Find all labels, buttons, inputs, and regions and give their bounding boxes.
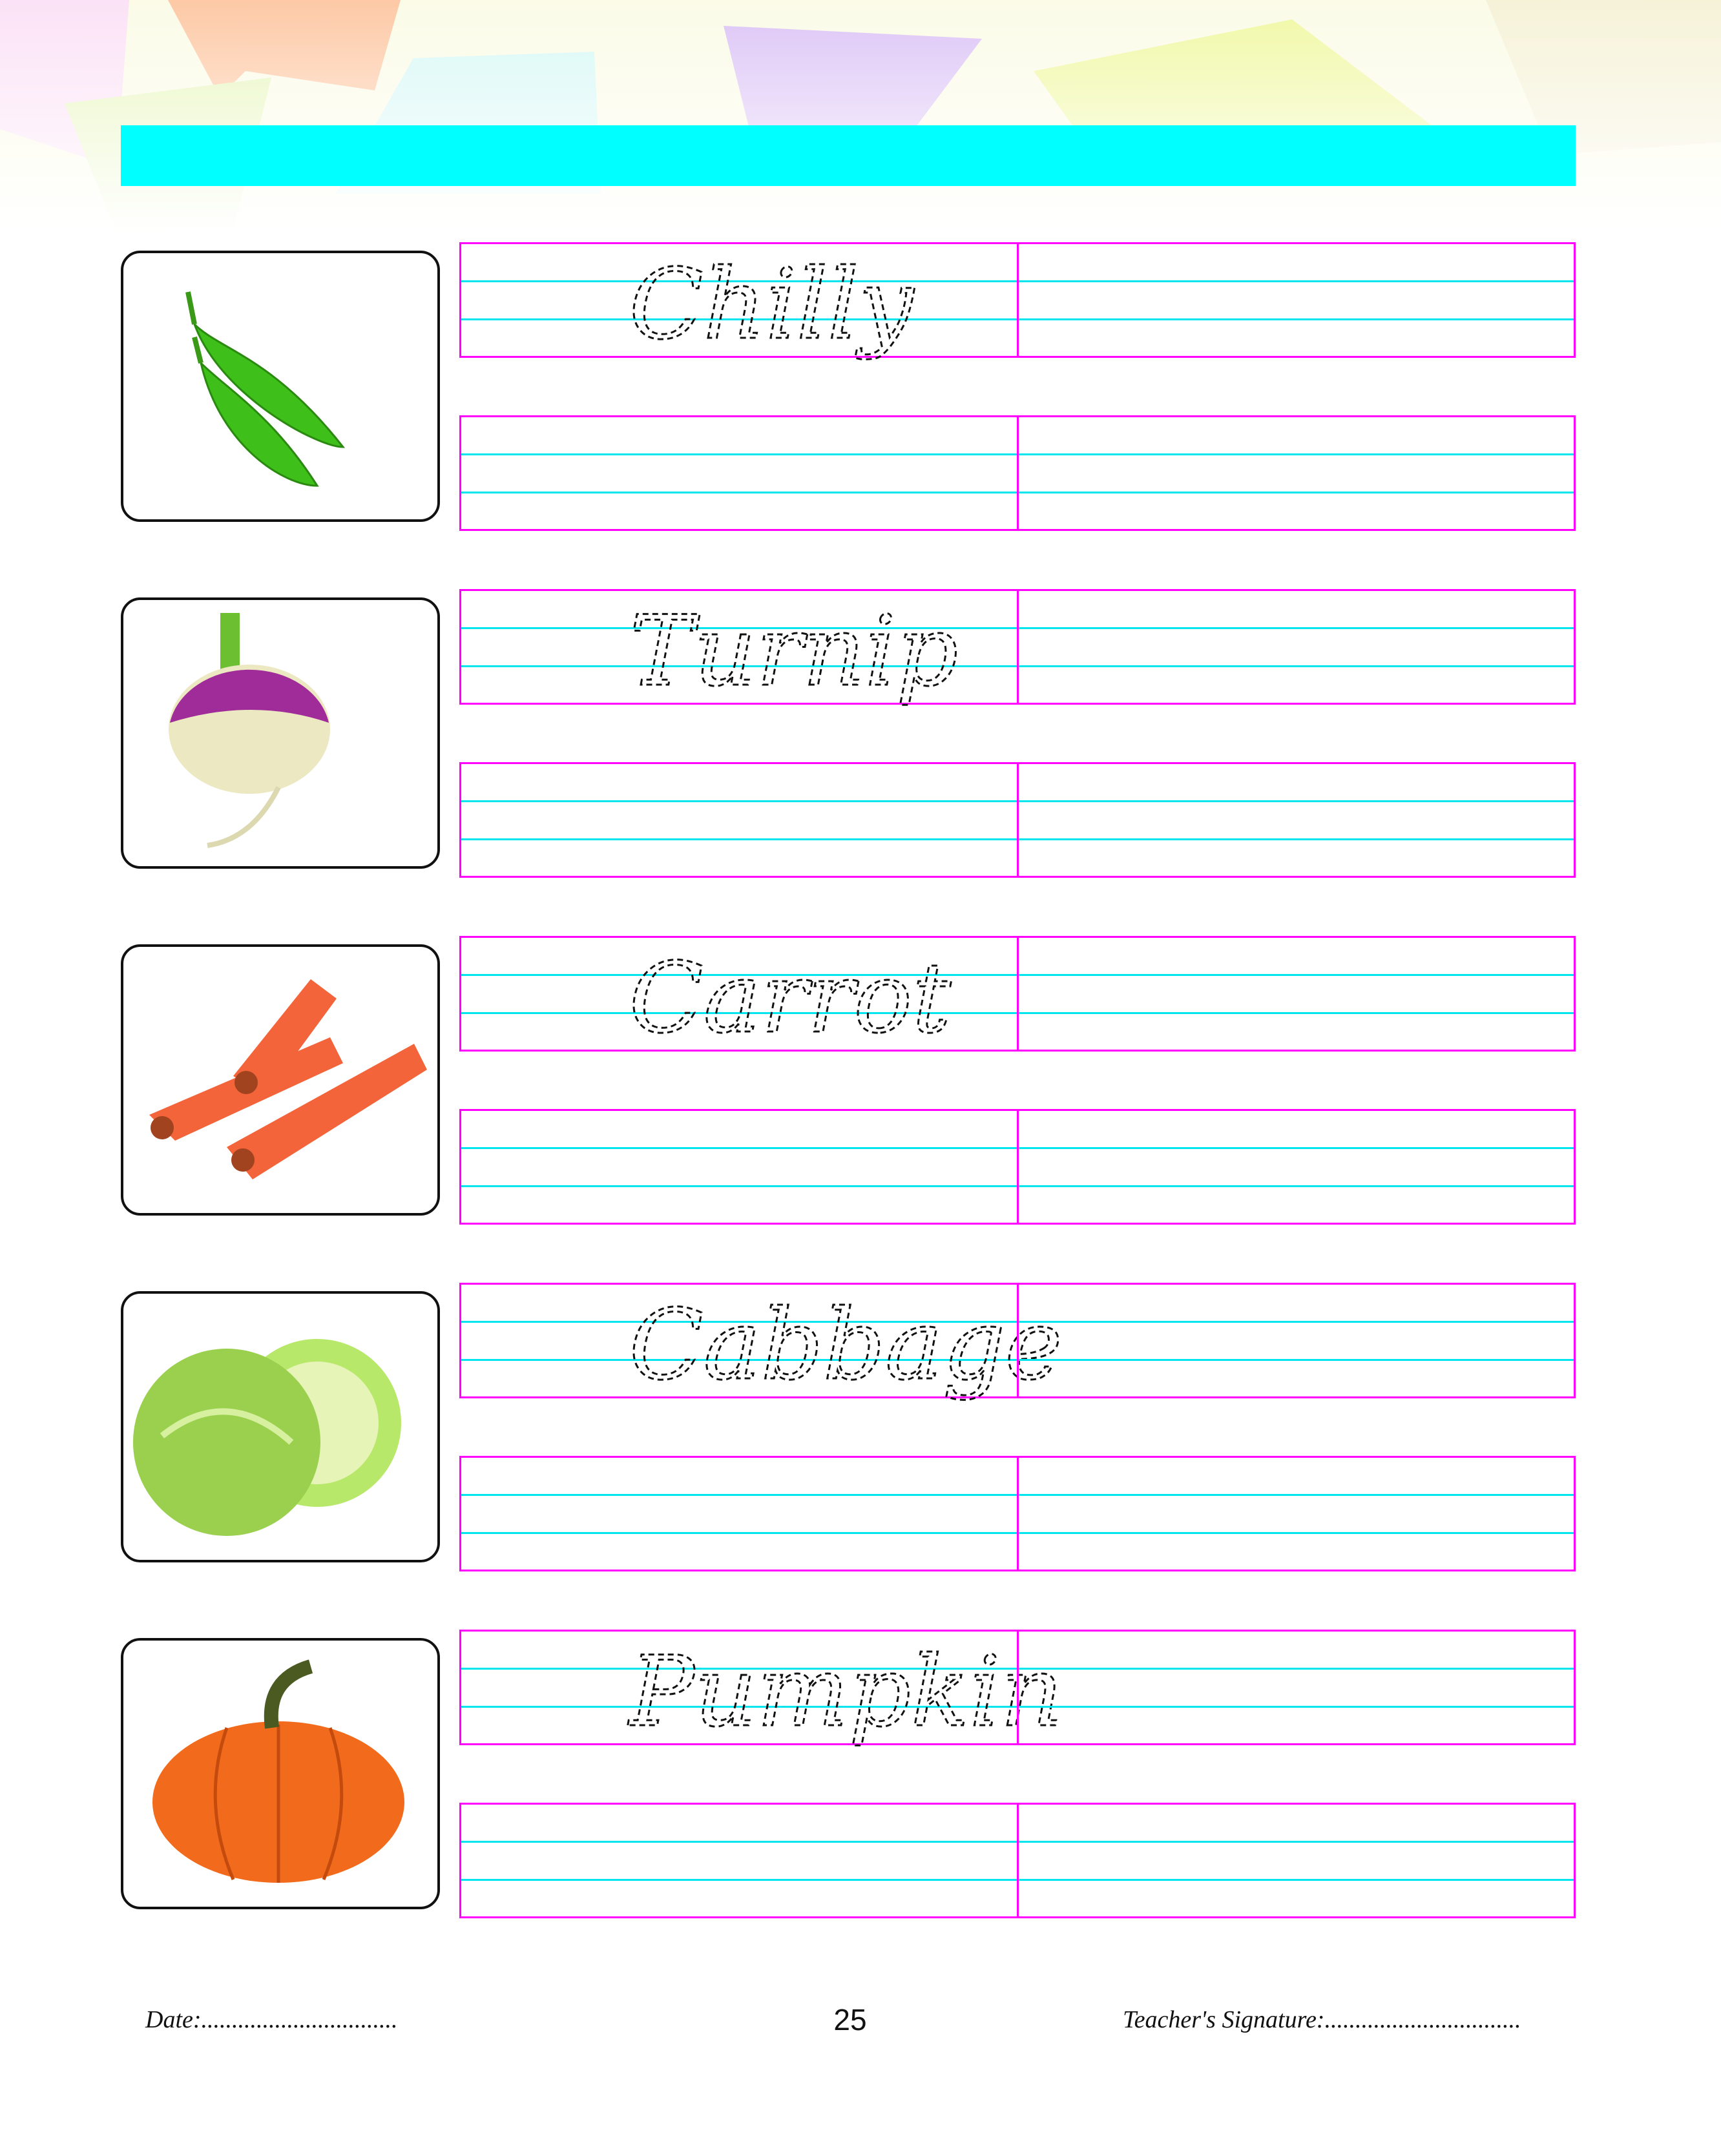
title-banner [121,125,1576,186]
dotted-cursive-word: Carrot [629,942,953,1056]
writing-cell[interactable] [1017,1630,1576,1745]
vocab-item-cabbage: Cabbage [0,1283,1721,1573]
writing-cell[interactable] [459,1456,1019,1571]
svg-text:Chilly: Chilly [629,249,915,361]
green-chilli-image [121,251,440,522]
writing-cell[interactable] [1017,1109,1576,1225]
page-number: 25 [833,2003,867,2037]
practice-row [459,1456,1576,1571]
tracing-row: Carrot [459,936,1576,1056]
carrot-image [121,944,440,1216]
trace-cell[interactable]: Cabbage [459,1283,1063,1403]
tracing-row: Pumpkin [459,1630,1576,1750]
tracing-row: Turnip [459,589,1576,709]
trace-cell[interactable]: Chilly [459,242,1019,362]
writing-cell[interactable] [1017,1803,1576,1918]
vocab-item-turnip: Turnip [0,589,1721,880]
vocab-item-chilly: Chilly [0,242,1721,533]
practice-row [459,762,1576,878]
writing-cell[interactable] [1017,415,1576,531]
writing-cell[interactable] [1017,1283,1576,1398]
writing-cell[interactable] [1017,762,1576,878]
trace-cell[interactable]: Carrot [459,936,1019,1056]
puzzle-background [0,0,1721,233]
writing-cell[interactable] [459,762,1019,878]
writing-cell[interactable] [1017,589,1576,705]
trace-cell[interactable]: Turnip [459,589,1019,709]
practice-row [459,1803,1576,1918]
vocab-item-pumpkin: Pumpkin [0,1630,1721,1920]
practice-row [459,1109,1576,1225]
writing-cell[interactable] [1017,936,1576,1052]
dotted-cursive-word: Turnip [629,595,959,709]
svg-text:Turnip: Turnip [629,596,958,708]
writing-cell[interactable] [459,1109,1019,1225]
svg-text:Pumpkin: Pumpkin [627,1636,1063,1748]
trace-cell[interactable]: Pumpkin [459,1630,1064,1750]
vocab-item-carrot: Carrot [0,936,1721,1227]
cabbage-image [121,1291,440,1562]
turnip-image [121,597,440,869]
tracing-row: Chilly [459,242,1576,362]
teacher-signature-field: Teacher's Signature:....................… [1123,2006,1521,2033]
dotted-cursive-word: Cabbage [629,1289,1063,1403]
pumpkin-image [121,1638,440,1909]
writing-cell[interactable] [459,1803,1019,1918]
svg-text:Carrot: Carrot [629,942,952,1055]
dotted-cursive-word: Pumpkin [627,1635,1064,1750]
dotted-cursive-word: Chilly [629,248,916,362]
writing-cell[interactable] [1017,1456,1576,1571]
svg-text:Cabbage: Cabbage [629,1289,1062,1402]
writing-cell[interactable] [459,415,1019,531]
tracing-row: Cabbage [459,1283,1576,1403]
practice-row [459,415,1576,531]
writing-cell[interactable] [1017,242,1576,358]
date-field: Date:................................ [145,2006,398,2033]
